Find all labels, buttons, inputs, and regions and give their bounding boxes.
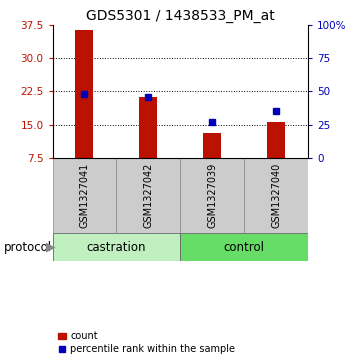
Bar bbox=[203, 133, 221, 158]
Bar bbox=[139, 97, 157, 158]
Bar bbox=[180, 158, 244, 233]
Bar bbox=[267, 122, 285, 158]
Text: castration: castration bbox=[87, 241, 146, 254]
Bar bbox=[76, 30, 93, 158]
Text: control: control bbox=[224, 241, 265, 254]
Bar bbox=[52, 158, 116, 233]
Bar bbox=[180, 233, 308, 261]
Text: GSM1327041: GSM1327041 bbox=[79, 163, 90, 228]
Bar bbox=[116, 158, 180, 233]
Text: GSM1327039: GSM1327039 bbox=[207, 163, 217, 228]
Text: protocol: protocol bbox=[4, 241, 52, 254]
Text: GSM1327040: GSM1327040 bbox=[271, 163, 281, 228]
Bar bbox=[52, 233, 180, 261]
Text: ▶: ▶ bbox=[46, 241, 55, 254]
Bar bbox=[244, 158, 308, 233]
Text: GSM1327042: GSM1327042 bbox=[143, 163, 153, 228]
Legend: count, percentile rank within the sample: count, percentile rank within the sample bbox=[54, 327, 239, 358]
Title: GDS5301 / 1438533_PM_at: GDS5301 / 1438533_PM_at bbox=[86, 9, 275, 23]
